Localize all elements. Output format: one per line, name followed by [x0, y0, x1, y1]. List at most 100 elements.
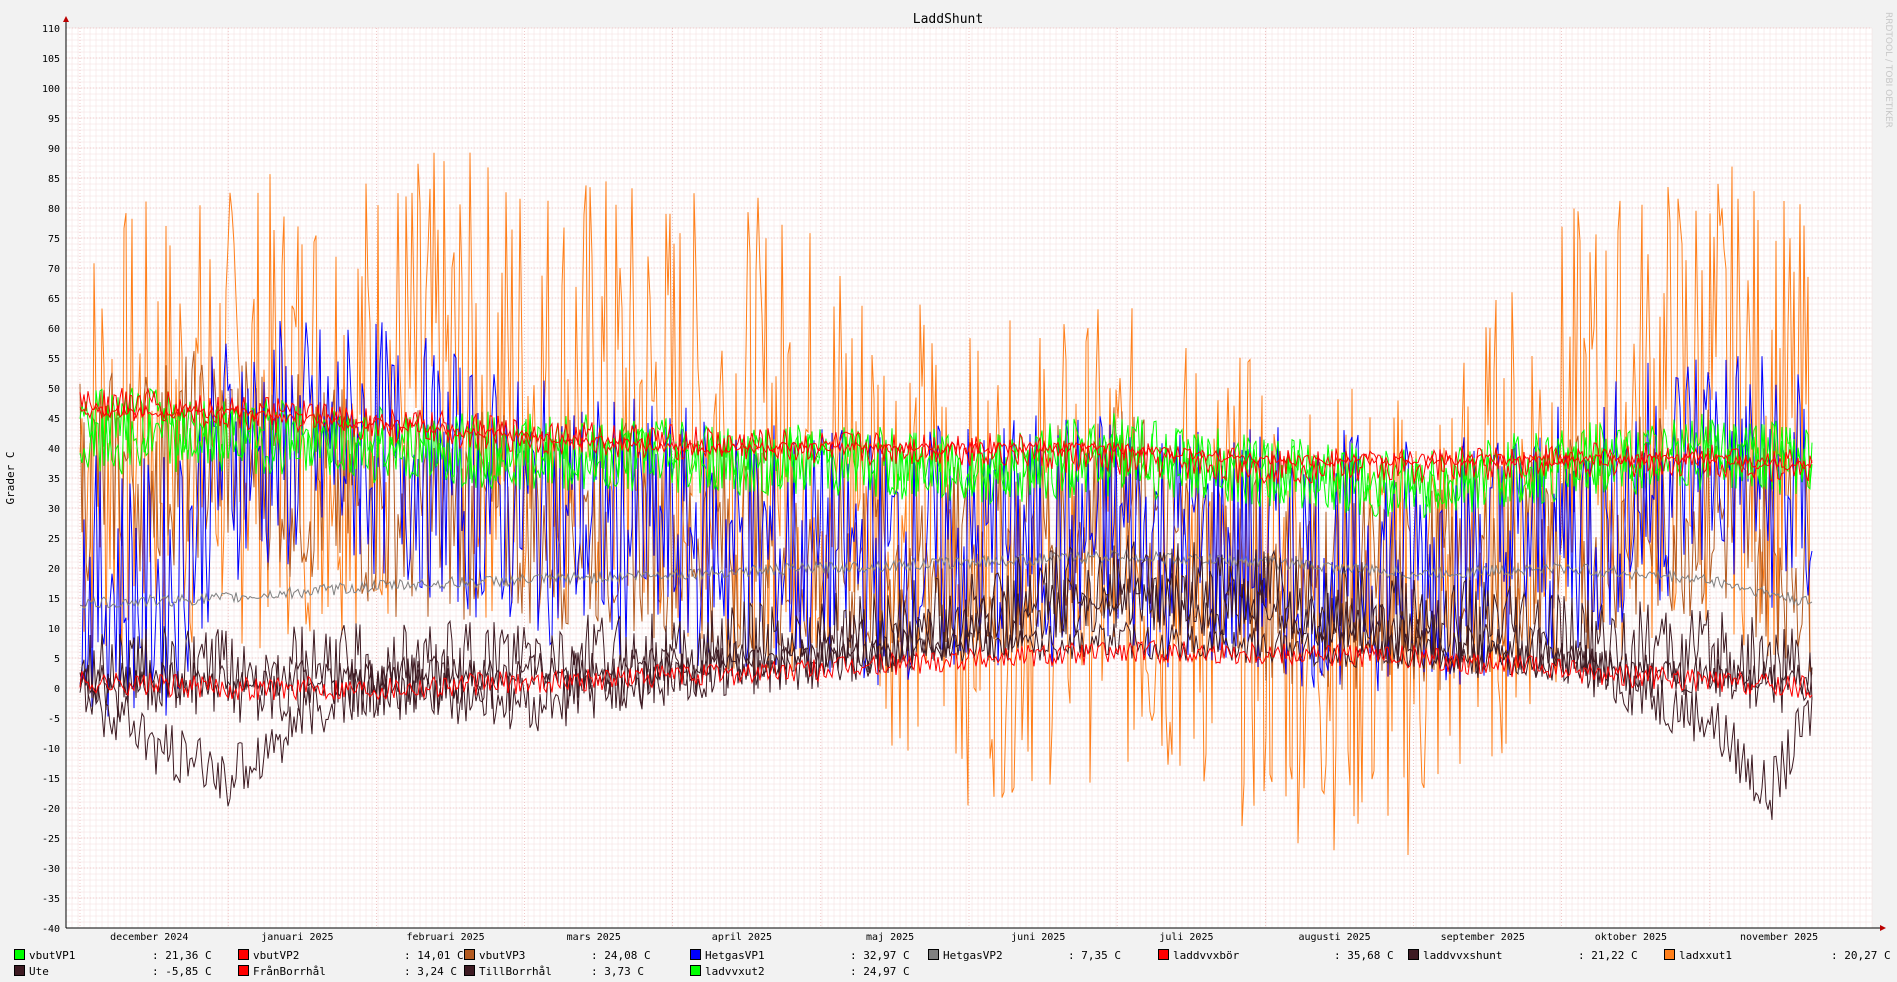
legend-item-vbutVP3: vbutVP3 : 24,08 C: [464, 948, 651, 964]
legend-item-vbutVP1: vbutVP1: 21,36 C: [14, 948, 212, 964]
y-tick-label: 50: [48, 384, 60, 395]
axes: [63, 16, 1886, 931]
legend-value: : 35,68 C: [1334, 949, 1394, 962]
x-tick-label: september 2025: [1441, 932, 1525, 943]
y-tick-label: -35: [42, 894, 60, 905]
y-tick-label: 110: [42, 24, 60, 35]
legend-name: laddvvxshunt: [1423, 949, 1503, 962]
x-tick-label: augusti 2025: [1298, 932, 1370, 943]
y-tick-label: 45: [48, 414, 60, 425]
legend-value: : 20,27 C: [1831, 949, 1891, 962]
series-line-HetgasVP1: [79, 320, 1813, 717]
legend-name: TillBorrhål: [479, 965, 552, 978]
legend-swatch: [14, 965, 25, 976]
legend-swatch: [238, 949, 249, 960]
legend-swatch: [1664, 949, 1675, 960]
y-tick-label: -20: [42, 804, 60, 815]
chart-title: LaddShunt: [913, 12, 983, 27]
legend-value: : 3,24 C: [404, 965, 457, 978]
y-tick-label: 90: [48, 144, 60, 155]
series-line-vbutVP1: [79, 387, 1813, 518]
x-tick-label: februari 2025: [406, 932, 484, 943]
legend-swatch: [690, 949, 701, 960]
y-tick-label: -30: [42, 864, 60, 875]
y-tick-label: 60: [48, 324, 60, 335]
y-tick-label: 10: [48, 624, 60, 635]
legend-item-vbutVP2: vbutVP2 : 14,01 C: [238, 948, 464, 964]
y-tick-label: 40: [48, 444, 60, 455]
x-tick-label: januari 2025: [261, 932, 333, 943]
legend-value: : 24,97 C: [850, 965, 910, 978]
legend-name: vbutVP3: [479, 949, 526, 962]
legend-row: Ute : -5,85 C FrånBorrhål : 3,24 C TillBorrh…: [14, 964, 1894, 980]
watermark: RRDTOOL / TOBI OETIKER: [1883, 12, 1893, 128]
legend-value: : -5,85 C: [152, 965, 212, 978]
series-line-HetgasVP2: [80, 548, 1813, 611]
legend-swatch: [1408, 949, 1419, 960]
series-line-ladvvxut2: [79, 401, 1813, 519]
y-axis-arrow: [63, 16, 69, 22]
y-tick-label: 65: [48, 294, 60, 305]
y-tick-label: 5: [54, 654, 60, 665]
y-tick-label: 80: [48, 204, 60, 215]
y-tick-labels: -40 -35 -30 -25 -20 -15 -10 -5 0 5 10 15 20 25 30 35 40 4…: [42, 24, 60, 935]
y-tick-label: 105: [42, 54, 60, 65]
legend-value: : 3,73 C: [591, 965, 644, 978]
legend-swatch: [928, 949, 939, 960]
legend-name: HetgasVP2: [943, 949, 1003, 962]
legend-item-HetgasVP1: HetgasVP1: 32,97 C: [690, 948, 910, 964]
legend-swatch: [464, 965, 475, 976]
y-tick-label: 55: [48, 354, 60, 365]
legend-item-ladxxut1: ladxxut1: 20,27 C: [1664, 948, 1891, 964]
legend-value: : 21,22 C: [1578, 949, 1638, 962]
x-tick-label: juni 2025: [1011, 932, 1065, 943]
x-tick-labels: december 2024 januari 2025 februari 2025 ma…: [110, 932, 1818, 943]
x-tick-label: april 2025: [712, 932, 772, 943]
y-tick-label: 0: [54, 684, 60, 695]
y-tick-label: 70: [48, 264, 60, 275]
legend-name: laddvvxbör: [1173, 949, 1240, 962]
series-layer: [79, 152, 1813, 856]
y-tick-label: 15: [48, 594, 60, 605]
legend: vbutVP1: 21,36 C vbutVP2 : 14,01 C vbutVP3:…: [14, 948, 1894, 980]
legend-swatch: [464, 949, 475, 960]
legend-name: Ute: [29, 965, 49, 978]
legend-swatch: [1158, 949, 1169, 960]
legend-name: FrånBorrhål: [253, 965, 326, 978]
legend-item-FrånBorrhål: FrånBorrhål : 3,24 C: [238, 964, 457, 980]
y-tick-label: -40: [42, 924, 60, 935]
legend-name: vbutVP1: [29, 949, 76, 962]
y-tick-label: 75: [48, 234, 60, 245]
legend-swatch: [14, 949, 25, 960]
y-tick-label: 20: [48, 564, 60, 575]
series-line-FrånBorrhål: [79, 639, 1813, 702]
series-line-vbutVP3: [79, 350, 1813, 691]
y-tick-label: 85: [48, 174, 60, 185]
x-axis-arrow: [1880, 925, 1886, 931]
y-tick-label: 35: [48, 474, 60, 485]
major-grid: [66, 27, 1872, 929]
x-tick-label: maj 2025: [866, 932, 914, 943]
legend-swatch: [690, 965, 701, 976]
x-tick-label: november 2025: [1740, 932, 1818, 943]
legend-item-TillBorrhål: TillBorrhål : 3,73 C: [464, 964, 644, 980]
legend-value: : 24,08 C: [591, 949, 651, 962]
series-line-Ute: [79, 573, 1813, 820]
legend-name: vbutVP2: [253, 949, 300, 962]
legend-name: ladvvxut2: [705, 965, 765, 978]
legend-item-Ute: Ute : -5,85 C: [14, 964, 212, 980]
y-tick-label: -5: [48, 714, 60, 725]
x-tick-label: mars 2025: [567, 932, 621, 943]
legend-value: : 14,01 C: [404, 949, 464, 962]
legend-item-HetgasVP2: HetgasVP2: 7,35 C: [928, 948, 1121, 964]
y-axis-label: Grader C: [4, 452, 17, 505]
y-tick-label: 30: [48, 504, 60, 515]
y-tick-label: -25: [42, 834, 60, 845]
legend-item-laddvvxshunt: laddvvxshunt : 21,22 C: [1408, 948, 1638, 964]
y-tick-label: -15: [42, 774, 60, 785]
x-tick-label: juli 2025: [1159, 932, 1213, 943]
legend-row: vbutVP1: 21,36 C vbutVP2 : 14,01 C vbutVP3:…: [14, 948, 1894, 964]
legend-item-ladvvxut2: ladvvxut2 : 24,97 C: [690, 964, 910, 980]
series-line-TillBorrhål: [79, 621, 1813, 699]
